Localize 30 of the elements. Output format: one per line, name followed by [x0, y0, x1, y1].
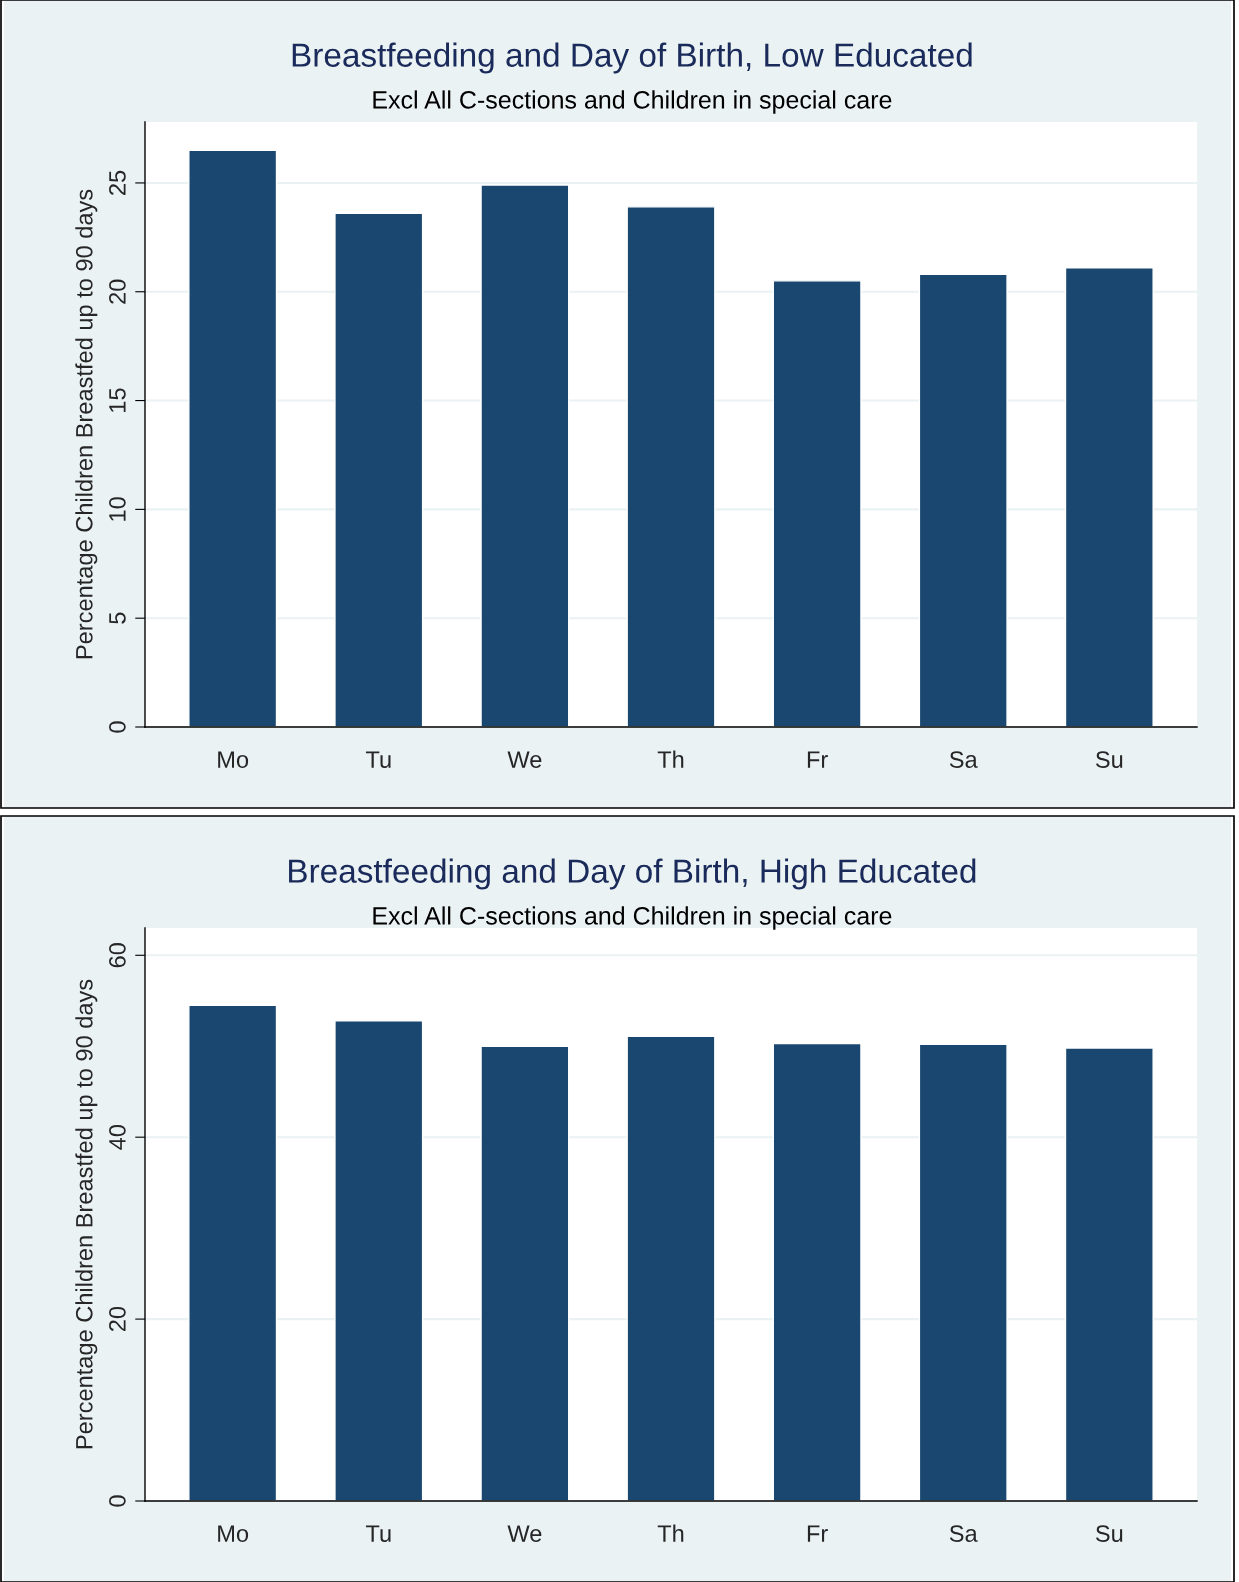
chart-title: Breastfeeding and Day of Birth, High Educated — [289, 858, 976, 890]
y-tick-label: 0 — [109, 1495, 126, 1507]
y-axis-title: Percentage Children Breastfed up to 90 days — [75, 189, 98, 659]
x-tick-label: Mo — [218, 1525, 249, 1542]
x-tick-label: Sa — [949, 1525, 978, 1542]
x-tick-label: Su — [1095, 751, 1123, 768]
y-tick-label: 15 — [109, 388, 126, 412]
x-tick-label: Fr — [807, 1525, 828, 1542]
x-tick-label: Fr — [807, 751, 828, 768]
y-tick-label: 5 — [109, 612, 126, 624]
x-tick-label: We — [507, 751, 542, 768]
x-tick-label: Th — [657, 1524, 684, 1542]
x-tick-label: Tu — [365, 751, 391, 768]
x-tick-label: Sa — [949, 751, 978, 768]
x-tick-label: We — [507, 1525, 542, 1542]
y-tick-label: 40 — [109, 1124, 126, 1150]
chart-subtitle: Excl All C-sections and Children in special care — [373, 90, 892, 114]
y-tick-label: 25 — [109, 170, 126, 195]
x-tick-label: Th — [657, 750, 684, 768]
y-tick-label: 20 — [109, 1306, 126, 1332]
x-tick-label: Tu — [365, 1525, 391, 1542]
chart-title: Breastfeeding and Day of Birth, Low Educated — [292, 42, 972, 74]
chart-subtitle: Excl All C-sections and Children in special care — [373, 906, 892, 930]
y-tick-label: 0 — [109, 721, 126, 733]
x-tick-label: Mo — [218, 751, 249, 768]
y-tick-label: 60 — [109, 943, 126, 968]
y-tick-label: 20 — [109, 279, 126, 304]
y-axis-title: Percentage Children Breastfed up to 90 days — [75, 979, 98, 1449]
x-tick-label: Su — [1095, 1525, 1123, 1542]
y-tick-label: 10 — [109, 497, 126, 521]
